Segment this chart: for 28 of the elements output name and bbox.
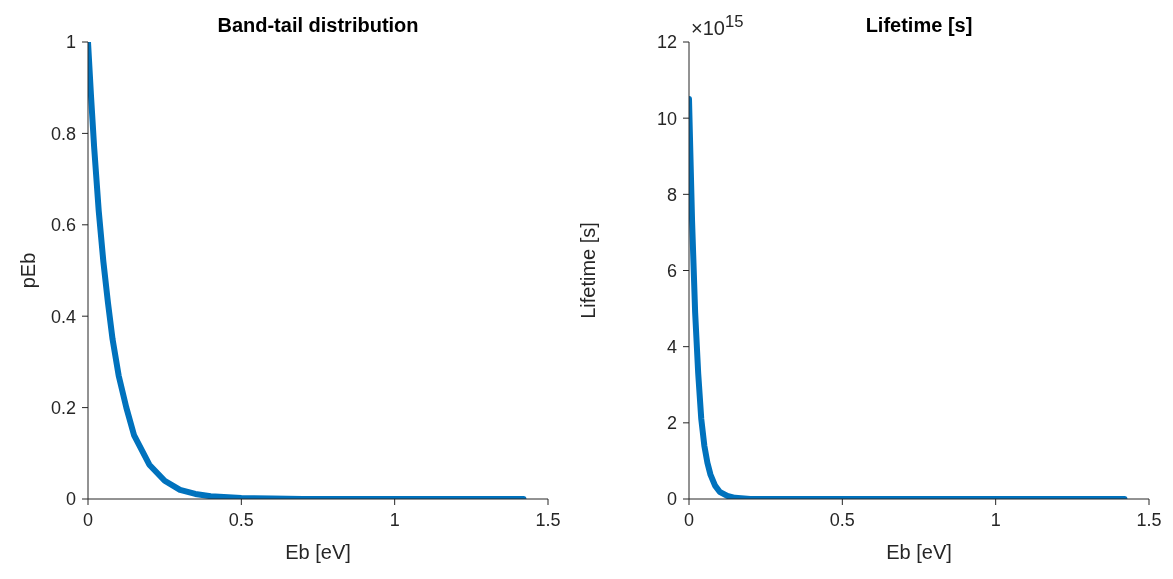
y-tick-label: 4 (666, 337, 677, 358)
y-axis-title: pEb (17, 252, 40, 289)
x-tick-label: 0 (683, 509, 695, 530)
x-tick-label: 1 (990, 509, 1001, 530)
y-tick-label: 0.6 (50, 215, 76, 236)
x-tick-label: 1 (389, 509, 400, 530)
x-axis-title: Eb [eV] (886, 541, 952, 563)
x-tick-label: 0.5 (829, 509, 855, 530)
y-tick-label: 10 (656, 108, 677, 129)
x-tick-label: 1.5 (535, 509, 561, 530)
y-tick-label: 0.8 (50, 123, 76, 144)
x-axis-title: Eb [eV] (285, 541, 351, 563)
x-tick-label: 0.5 (228, 509, 254, 530)
x-tick-label: 1.5 (1136, 509, 1162, 530)
y-tick-label: 1 (65, 32, 76, 53)
y-tick-label: 0.4 (50, 306, 76, 327)
y-tick-label: 6 (666, 260, 677, 281)
y-tick-label: 2 (666, 413, 677, 434)
text: ×10$^{15}$ (691, 12, 744, 40)
y-axis-title: Lifetime [s] (577, 222, 600, 319)
y-tick-label: 0.2 (50, 397, 76, 418)
y-tick-label: 12 (656, 32, 677, 53)
y-tick-label: 8 (666, 184, 677, 205)
chart-title: Lifetime [s] (865, 14, 973, 36)
x-tick-label: 0 (82, 509, 94, 530)
y-tick-label: 0 (666, 489, 677, 510)
y-tick-label: 0 (65, 489, 76, 510)
chart-title: Band-tail distribution (216, 14, 420, 37)
